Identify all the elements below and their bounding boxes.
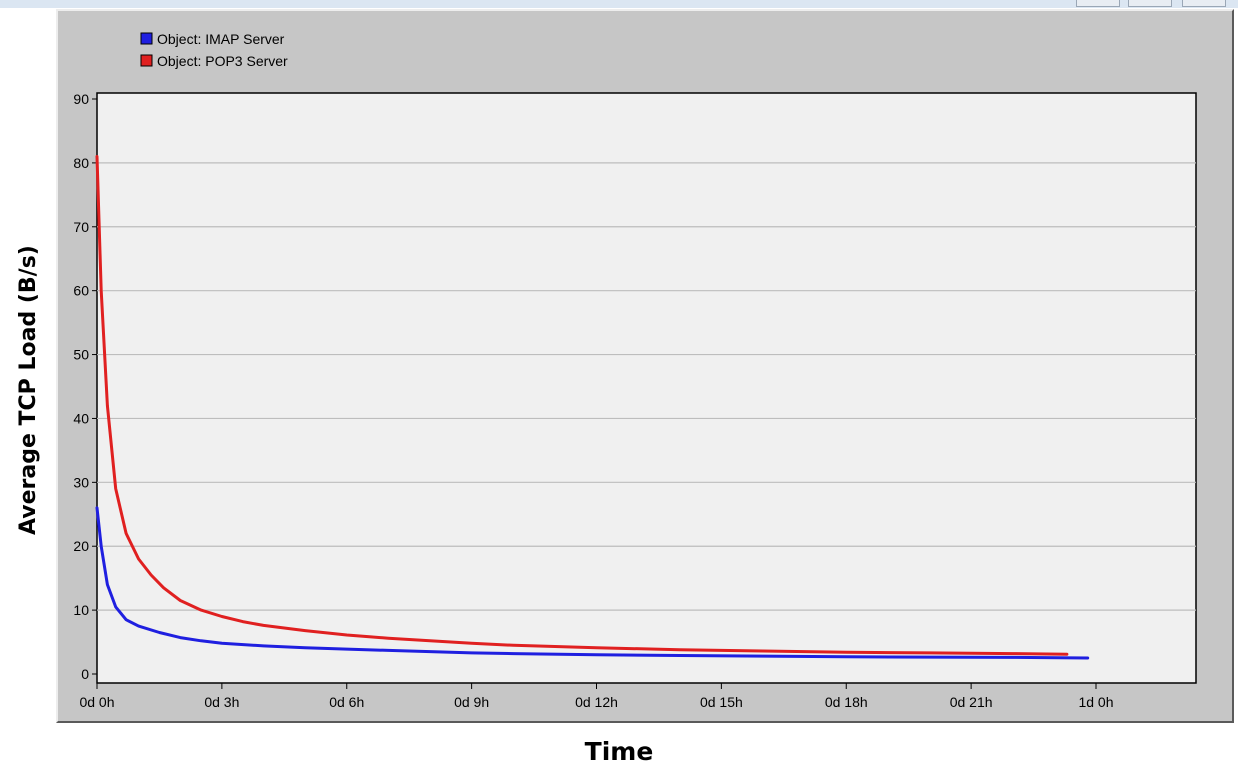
legend-swatch — [140, 54, 153, 67]
series-line-1 — [95, 506, 1090, 660]
y-axis-label: Average TCP Load (B/s) — [16, 245, 41, 535]
y-tick-label: 80 — [73, 155, 89, 171]
x-tick-label: 0d 15h — [700, 694, 743, 710]
legend-swatch — [140, 32, 153, 45]
y-tick-label: 20 — [73, 538, 89, 554]
x-tick-label: 0d 3h — [204, 694, 239, 710]
y-tick-label: 70 — [73, 219, 89, 235]
x-tick-label: 0d 21h — [950, 694, 993, 710]
y-tick-label: 40 — [73, 410, 89, 426]
x-tick-label: 0d 6h — [329, 694, 364, 710]
x-tick-label: 0d 0h — [79, 694, 114, 710]
window-button[interactable] — [1182, 0, 1226, 7]
legend-label: Object: POP3 Server — [157, 53, 288, 69]
window-top-strip — [0, 0, 1238, 8]
y-tick-label: 50 — [73, 347, 89, 363]
plot-area — [96, 92, 1197, 684]
window-button[interactable] — [1076, 0, 1120, 7]
series-line-2 — [95, 155, 1069, 656]
x-tick-label: 0d 9h — [454, 694, 489, 710]
x-axis-label: Time — [584, 737, 654, 766]
x-tick-label: 1d 0h — [1078, 694, 1113, 710]
x-tick-label: 0d 18h — [825, 694, 868, 710]
window-button[interactable] — [1128, 0, 1172, 7]
y-tick-label: 0 — [81, 666, 89, 682]
legend-label: Object: IMAP Server — [157, 31, 285, 47]
y-tick-label: 10 — [73, 602, 89, 618]
x-tick-label: 0d 12h — [575, 694, 618, 710]
y-tick-label: 30 — [73, 474, 89, 490]
y-tick-label: 90 — [73, 91, 89, 107]
y-tick-label: 60 — [73, 283, 89, 299]
